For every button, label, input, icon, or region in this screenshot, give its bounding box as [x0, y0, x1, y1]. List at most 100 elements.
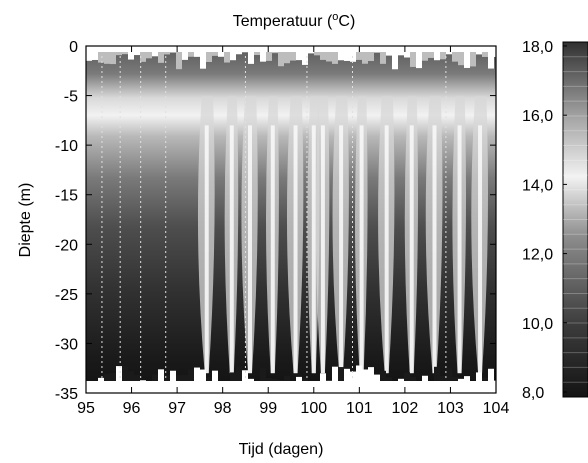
colorbar-tick-label: 12,0: [522, 247, 553, 264]
surface-noise-cell: [206, 46, 212, 62]
mixing-plume-core: [204, 125, 209, 374]
surface-noise-cell: [266, 46, 272, 61]
surface-noise-cell: [332, 46, 338, 64]
colorbar-tick-label: 14,0: [522, 177, 553, 194]
surface-noise-cell: [260, 46, 266, 62]
mixing-plume-core: [270, 125, 275, 374]
surface-noise-cell: [128, 46, 134, 60]
surface-noise-cell: [434, 46, 440, 61]
mixing-plume-core: [478, 125, 483, 374]
chart-title: Temperatuur (oC): [233, 11, 356, 30]
surface-noise-cell: [452, 46, 458, 62]
surface-noise-cell: [92, 46, 98, 60]
colorbar-tick-label: 10,0: [522, 316, 553, 333]
y-tick-label: -10: [55, 138, 78, 155]
y-tick-label: 0: [69, 39, 78, 56]
y-tick-label: -35: [55, 386, 78, 403]
bottom-noise-cell: [446, 367, 452, 393]
surface-noise-cell: [86, 46, 92, 61]
surface-noise-cell: [278, 46, 284, 67]
mixing-plume-core: [229, 125, 234, 374]
surface-noise-cell: [176, 46, 182, 70]
plot-frame: [85, 45, 497, 394]
x-tick-label: 98: [214, 400, 232, 417]
x-tick-label: 100: [300, 400, 327, 417]
surface-noise-cell: [380, 46, 386, 64]
surface-noise-cell: [356, 46, 362, 60]
surface-noise-cell: [410, 46, 416, 67]
colorbar-bands: [563, 56, 588, 383]
colorbar-ticks: 18,0 16,0 14,0 12,0 10,0 8,0: [522, 39, 567, 402]
y-tick-label: -30: [55, 336, 78, 353]
surface-noise-cell: [146, 46, 152, 59]
surface-noise-cell: [440, 46, 446, 60]
mixing-plume-core: [320, 125, 325, 374]
mixing-plume-core: [457, 125, 462, 374]
surface-noise-cell: [470, 46, 476, 67]
surface-noise-cell: [290, 46, 296, 61]
surface-noise-cell: [284, 46, 290, 64]
surface-noise-cell: [224, 46, 230, 63]
bottom-noise-cell: [368, 367, 374, 393]
x-axis: 95 96 97 98 99 100 101 102 103 104: [77, 46, 509, 417]
bottom-noise-cell: [332, 366, 338, 393]
y-tick-label: -20: [55, 237, 78, 254]
surface-noise-cell: [296, 46, 302, 61]
surface-noise-cell: [338, 46, 344, 61]
mixing-plume-core: [359, 125, 364, 374]
x-tick-label: 97: [168, 400, 186, 417]
y-tick-label: -5: [64, 89, 78, 106]
bottom-noise-cell: [194, 367, 200, 393]
surface-noise-cell: [104, 46, 110, 64]
surface-noise-cell: [182, 46, 188, 60]
surface-noise-cell: [362, 46, 368, 64]
y-tick-label: -25: [55, 287, 78, 304]
mixing-plume-core: [432, 125, 437, 374]
surface-noise-cell: [140, 46, 146, 62]
surface-noise-cell: [344, 46, 350, 61]
surface-noise-cell: [350, 46, 356, 62]
surface-noise-cell: [458, 46, 464, 66]
y-tick-label: -15: [55, 188, 78, 205]
x-tick-label: 96: [123, 400, 141, 417]
surface-noise-cell: [464, 46, 470, 68]
surface-noise-cell: [320, 46, 326, 60]
surface-white-strip: [86, 46, 496, 52]
mixing-plume-core: [248, 125, 252, 374]
x-axis-label: Tijd (dagen): [239, 441, 324, 458]
surface-noise-cell: [416, 46, 422, 69]
surface-noise-cell: [368, 46, 374, 62]
y-axis: 0 -5 -10 -15 -20 -25 -30 -35: [55, 39, 496, 403]
surface-noise-cell: [422, 46, 428, 61]
bottom-noise-cell: [344, 368, 350, 393]
bottom-noise-cell: [236, 366, 242, 393]
surface-noise-cell: [248, 46, 254, 64]
surface-noise-cell: [158, 46, 164, 63]
surface-noise-cell: [98, 46, 104, 63]
x-tick-label: 101: [346, 400, 373, 417]
bottom-noise-cell: [122, 365, 128, 393]
bottom-noise-cell: [488, 368, 494, 393]
x-tick-label: 103: [437, 400, 464, 417]
mixing-plume-core: [339, 125, 344, 374]
colorbar-tick-label: 8,0: [522, 385, 544, 402]
x-tick-label: 99: [259, 400, 277, 417]
cold-plume-layer: [197, 95, 489, 374]
surface-noise-cell: [488, 46, 494, 69]
bottom-noise-cell: [338, 367, 344, 393]
surface-noise-cell: [200, 46, 206, 69]
surface-noise-cell: [110, 46, 116, 65]
surface-noise-cell: [392, 46, 398, 70]
surface-noise-cell: [302, 46, 308, 65]
mixing-plume-core: [293, 125, 298, 374]
bottom-noise-cell: [116, 366, 122, 393]
x-tick-label: 95: [77, 400, 95, 417]
colorbar: [562, 41, 588, 398]
x-tick-label: 102: [392, 400, 419, 417]
colorbar-tick-label: 18,0: [522, 39, 553, 56]
colorbar-tick-label: 16,0: [522, 108, 553, 125]
surface-noise-cell: [230, 46, 236, 61]
mixing-plume-core: [311, 125, 316, 374]
mixing-plume-core: [384, 125, 389, 374]
